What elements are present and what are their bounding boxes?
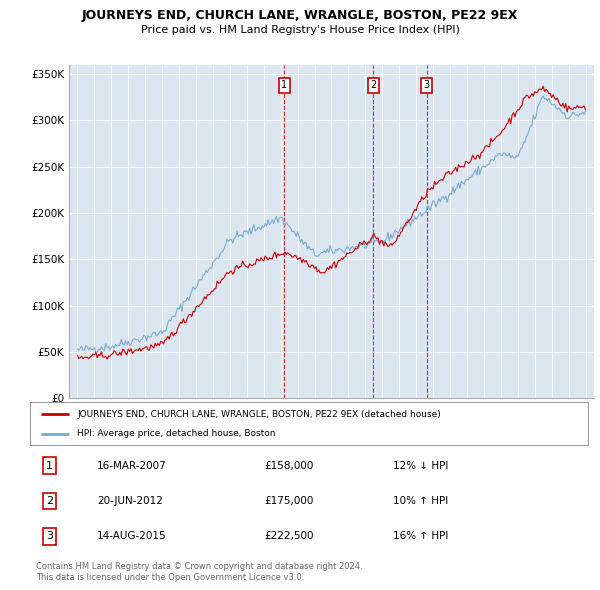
Text: £158,000: £158,000	[265, 461, 314, 470]
Text: 2: 2	[46, 496, 53, 506]
Text: 1: 1	[46, 461, 53, 470]
Text: 3: 3	[424, 80, 430, 90]
Text: £175,000: £175,000	[265, 496, 314, 506]
Text: 3: 3	[46, 532, 53, 541]
Text: JOURNEYS END, CHURCH LANE, WRANGLE, BOSTON, PE22 9EX: JOURNEYS END, CHURCH LANE, WRANGLE, BOST…	[82, 9, 518, 22]
Text: JOURNEYS END, CHURCH LANE, WRANGLE, BOSTON, PE22 9EX (detached house): JOURNEYS END, CHURCH LANE, WRANGLE, BOST…	[77, 409, 441, 418]
Text: Price paid vs. HM Land Registry's House Price Index (HPI): Price paid vs. HM Land Registry's House …	[140, 25, 460, 35]
Text: Contains HM Land Registry data © Crown copyright and database right 2024.: Contains HM Land Registry data © Crown c…	[36, 562, 362, 571]
Text: 14-AUG-2015: 14-AUG-2015	[97, 532, 167, 541]
Text: This data is licensed under the Open Government Licence v3.0.: This data is licensed under the Open Gov…	[36, 573, 304, 582]
Text: £222,500: £222,500	[265, 532, 314, 541]
Text: 2: 2	[370, 80, 376, 90]
Text: HPI: Average price, detached house, Boston: HPI: Average price, detached house, Bost…	[77, 430, 276, 438]
Text: 20-JUN-2012: 20-JUN-2012	[97, 496, 163, 506]
Text: 1: 1	[281, 80, 287, 90]
Text: 16% ↑ HPI: 16% ↑ HPI	[392, 532, 448, 541]
Text: 12% ↓ HPI: 12% ↓ HPI	[392, 461, 448, 470]
Text: 10% ↑ HPI: 10% ↑ HPI	[392, 496, 448, 506]
Text: 16-MAR-2007: 16-MAR-2007	[97, 461, 167, 470]
